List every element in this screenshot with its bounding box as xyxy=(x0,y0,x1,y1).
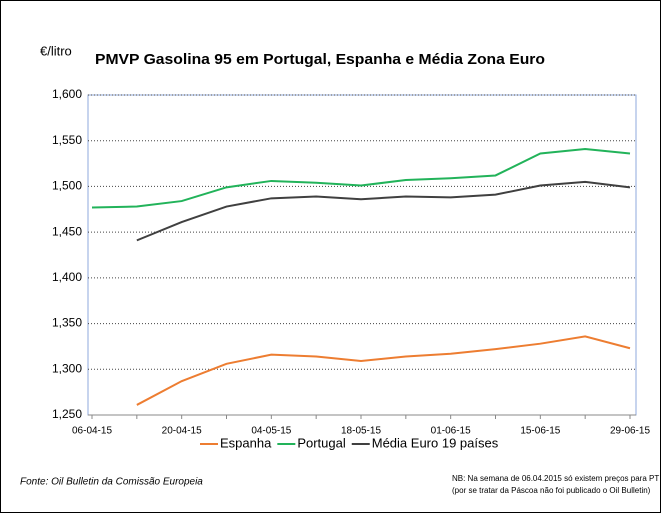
x-tick-label: 29-06-15 xyxy=(610,426,650,437)
series-line xyxy=(91,147,631,209)
y-tick-label: 1,350 xyxy=(52,316,82,330)
series-line xyxy=(136,180,631,242)
legend-label: Portugal xyxy=(297,435,346,450)
legend-label: Média Euro 19 países xyxy=(372,435,499,450)
x-tick-label: 18-05-15 xyxy=(341,426,381,437)
y-tick-label: 1,500 xyxy=(52,179,82,193)
y-tick-label: 1,550 xyxy=(52,133,82,147)
source: Fonte: Oil Bulletin da Comissão Europeia xyxy=(20,477,203,488)
legend-label: Espanha xyxy=(220,435,272,450)
series-line xyxy=(136,335,631,406)
x-tick-label: 20-04-15 xyxy=(162,426,202,437)
x-tick-label: 06-04-15 xyxy=(72,426,112,437)
note: NB: Na semana de 06.04.2015 só existem p… xyxy=(452,474,659,483)
y-axis-label: €/litro xyxy=(40,43,72,58)
y-tick-label: 1,450 xyxy=(52,224,82,238)
x-tick-label: 04-05-15 xyxy=(251,426,291,437)
chart-title: PMVP Gasolina 95 em Portugal, Espanha e … xyxy=(95,51,545,68)
x-tick-label: 01-06-15 xyxy=(431,426,471,437)
note: (por se tratar da Páscoa não foi publica… xyxy=(452,486,651,495)
y-tick-label: 1,400 xyxy=(52,270,82,284)
y-tick-label: 1,300 xyxy=(52,361,82,375)
x-tick-label: 15-06-15 xyxy=(520,426,560,437)
y-tick-label: 1,250 xyxy=(52,407,82,421)
plot-area xyxy=(87,94,637,416)
y-tick-label: 1,600 xyxy=(52,87,82,101)
